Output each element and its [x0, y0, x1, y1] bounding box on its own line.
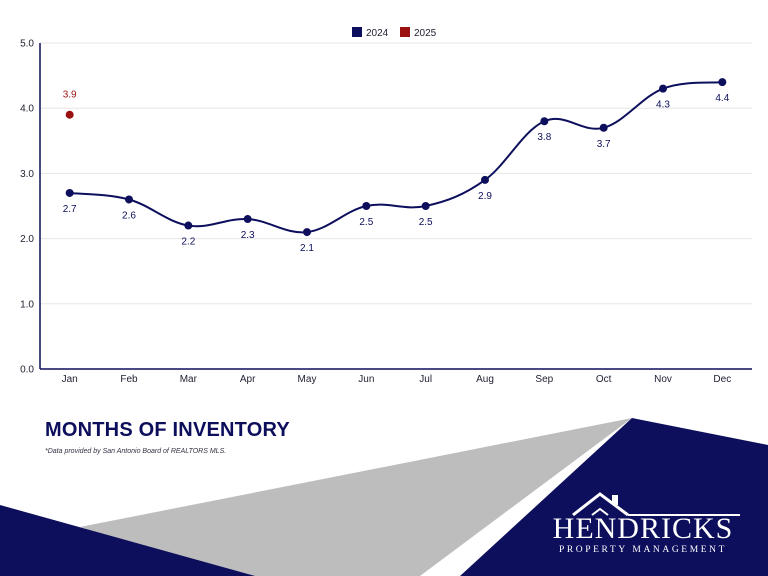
brand-tagline: PROPERTY MANAGEMENT: [558, 545, 728, 555]
chart: 0.0 1.0 2.0 3.0 4.0 5.0 Jan Feb Mar Apr May Jun Jul…: [20, 27, 752, 385]
data-point: [243, 215, 252, 224]
legend-label: 2024: [366, 28, 389, 39]
legend-label: 2025: [414, 28, 437, 39]
data-point: [718, 78, 727, 87]
x-tick-label: Oct: [596, 374, 612, 385]
data-point: [65, 110, 74, 119]
data-label: 2.7: [63, 204, 77, 215]
house-roof-icon: [572, 492, 740, 517]
data-label: 2.1: [300, 243, 314, 254]
data-point: [599, 123, 608, 132]
data-point: [481, 175, 489, 184]
x-tick-label: Jul: [419, 374, 432, 385]
data-label: 2.2: [181, 237, 195, 248]
data-point: [125, 195, 133, 204]
data-label: 2.5: [419, 217, 433, 228]
data-label: 2.9: [478, 191, 492, 202]
y-tick-label: 5.0: [20, 39, 34, 50]
data-label: 4.3: [656, 100, 670, 111]
data-source-note: *Data provided by San Antonio Board of R…: [45, 448, 227, 455]
data-label: 3.9: [63, 90, 77, 101]
y-tick-label: 3.0: [20, 169, 34, 180]
legend-item-2024: 2024: [352, 27, 389, 39]
data-point: [540, 117, 549, 126]
y-tick-label: 2.0: [20, 234, 34, 245]
data-label: 2.3: [241, 230, 255, 241]
x-tick-label: Aug: [476, 374, 494, 385]
y-tick-label: 1.0: [20, 299, 34, 310]
legend-swatch: [400, 27, 410, 37]
data-label: 3.7: [597, 139, 611, 150]
series-2025: 3.9: [63, 90, 77, 119]
x-tick-label: Feb: [120, 374, 138, 385]
data-point: [362, 202, 371, 210]
chart-title: MONTHS OF INVENTORY: [45, 419, 290, 441]
x-tick-label: Jan: [62, 374, 78, 385]
data-point: [303, 228, 311, 237]
data-label: 2.5: [359, 217, 373, 228]
x-tick-label: Sep: [535, 374, 553, 385]
legend-item-2025: 2025: [400, 27, 437, 39]
data-label: 4.4: [715, 93, 729, 104]
brand-name: HENDRICKS: [552, 512, 734, 545]
x-tick-label: Jun: [358, 374, 374, 385]
legend-swatch: [352, 27, 362, 37]
series-2024: 2.7 2.6 2.2 2.3 2.1 2.5 2.5 2.9 3.8 3.7 4.3 4.4: [63, 78, 730, 254]
legend: 2024 2025: [352, 27, 437, 39]
x-tick-labels: Jan Feb Mar Apr May Jun Jul Aug Sep Oct Nov Dec: [62, 374, 732, 385]
x-tick-label: Dec: [713, 374, 731, 385]
x-tick-label: Nov: [654, 374, 672, 385]
data-label: 3.8: [537, 132, 551, 143]
x-tick-label: Apr: [240, 374, 256, 385]
data-point: [65, 188, 74, 197]
data-label: 2.6: [122, 210, 136, 221]
x-tick-label: Mar: [180, 374, 198, 385]
gray-band-shape: [80, 418, 632, 576]
brand-logo: HENDRICKS PROPERTY MANAGEMENT: [528, 488, 753, 568]
axes: [39, 43, 752, 370]
y-tick-label: 0.0: [20, 365, 34, 376]
y-tick-labels: 0.0 1.0 2.0 3.0 4.0 5.0: [20, 39, 34, 376]
x-tick-label: May: [298, 374, 317, 385]
y-tick-label: 4.0: [20, 104, 34, 115]
data-point: [421, 202, 430, 210]
navy-left-shape: [0, 505, 255, 576]
data-point: [659, 84, 667, 93]
data-point: [184, 221, 193, 230]
series-layer: 2.7 2.6 2.2 2.3 2.1 2.5 2.5 2.9 3.8 3.7 4.3 4.4 3.9: [63, 78, 730, 254]
